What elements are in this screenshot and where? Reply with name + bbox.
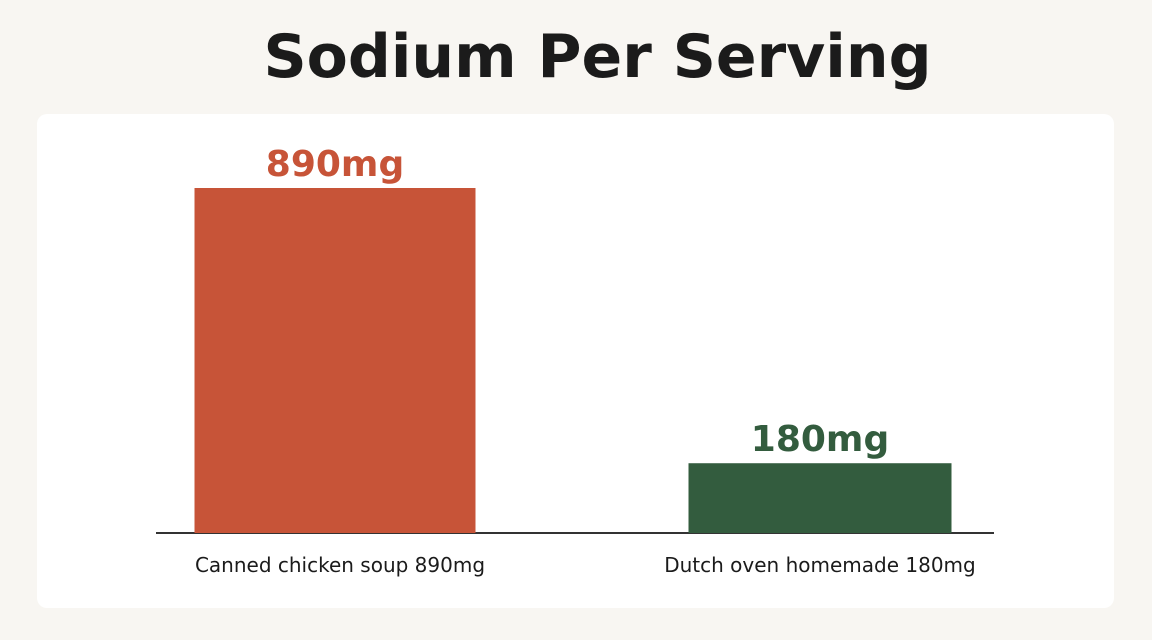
bar-canned-soup [194,188,476,533]
bars-layer: 890mg Canned chicken soup 890mg 180mg Dutch… [194,144,976,577]
category-label-homemade-soup: Dutch oven homemade 180mg [664,553,976,577]
value-label-canned-soup: 890mg [266,144,404,185]
category-label-canned-soup: Canned chicken soup 890mg [195,553,485,577]
value-label-homemade-soup: 180mg [751,419,889,460]
bar-homemade-soup [688,463,952,533]
chart-title: Sodium Per Serving [263,22,932,92]
